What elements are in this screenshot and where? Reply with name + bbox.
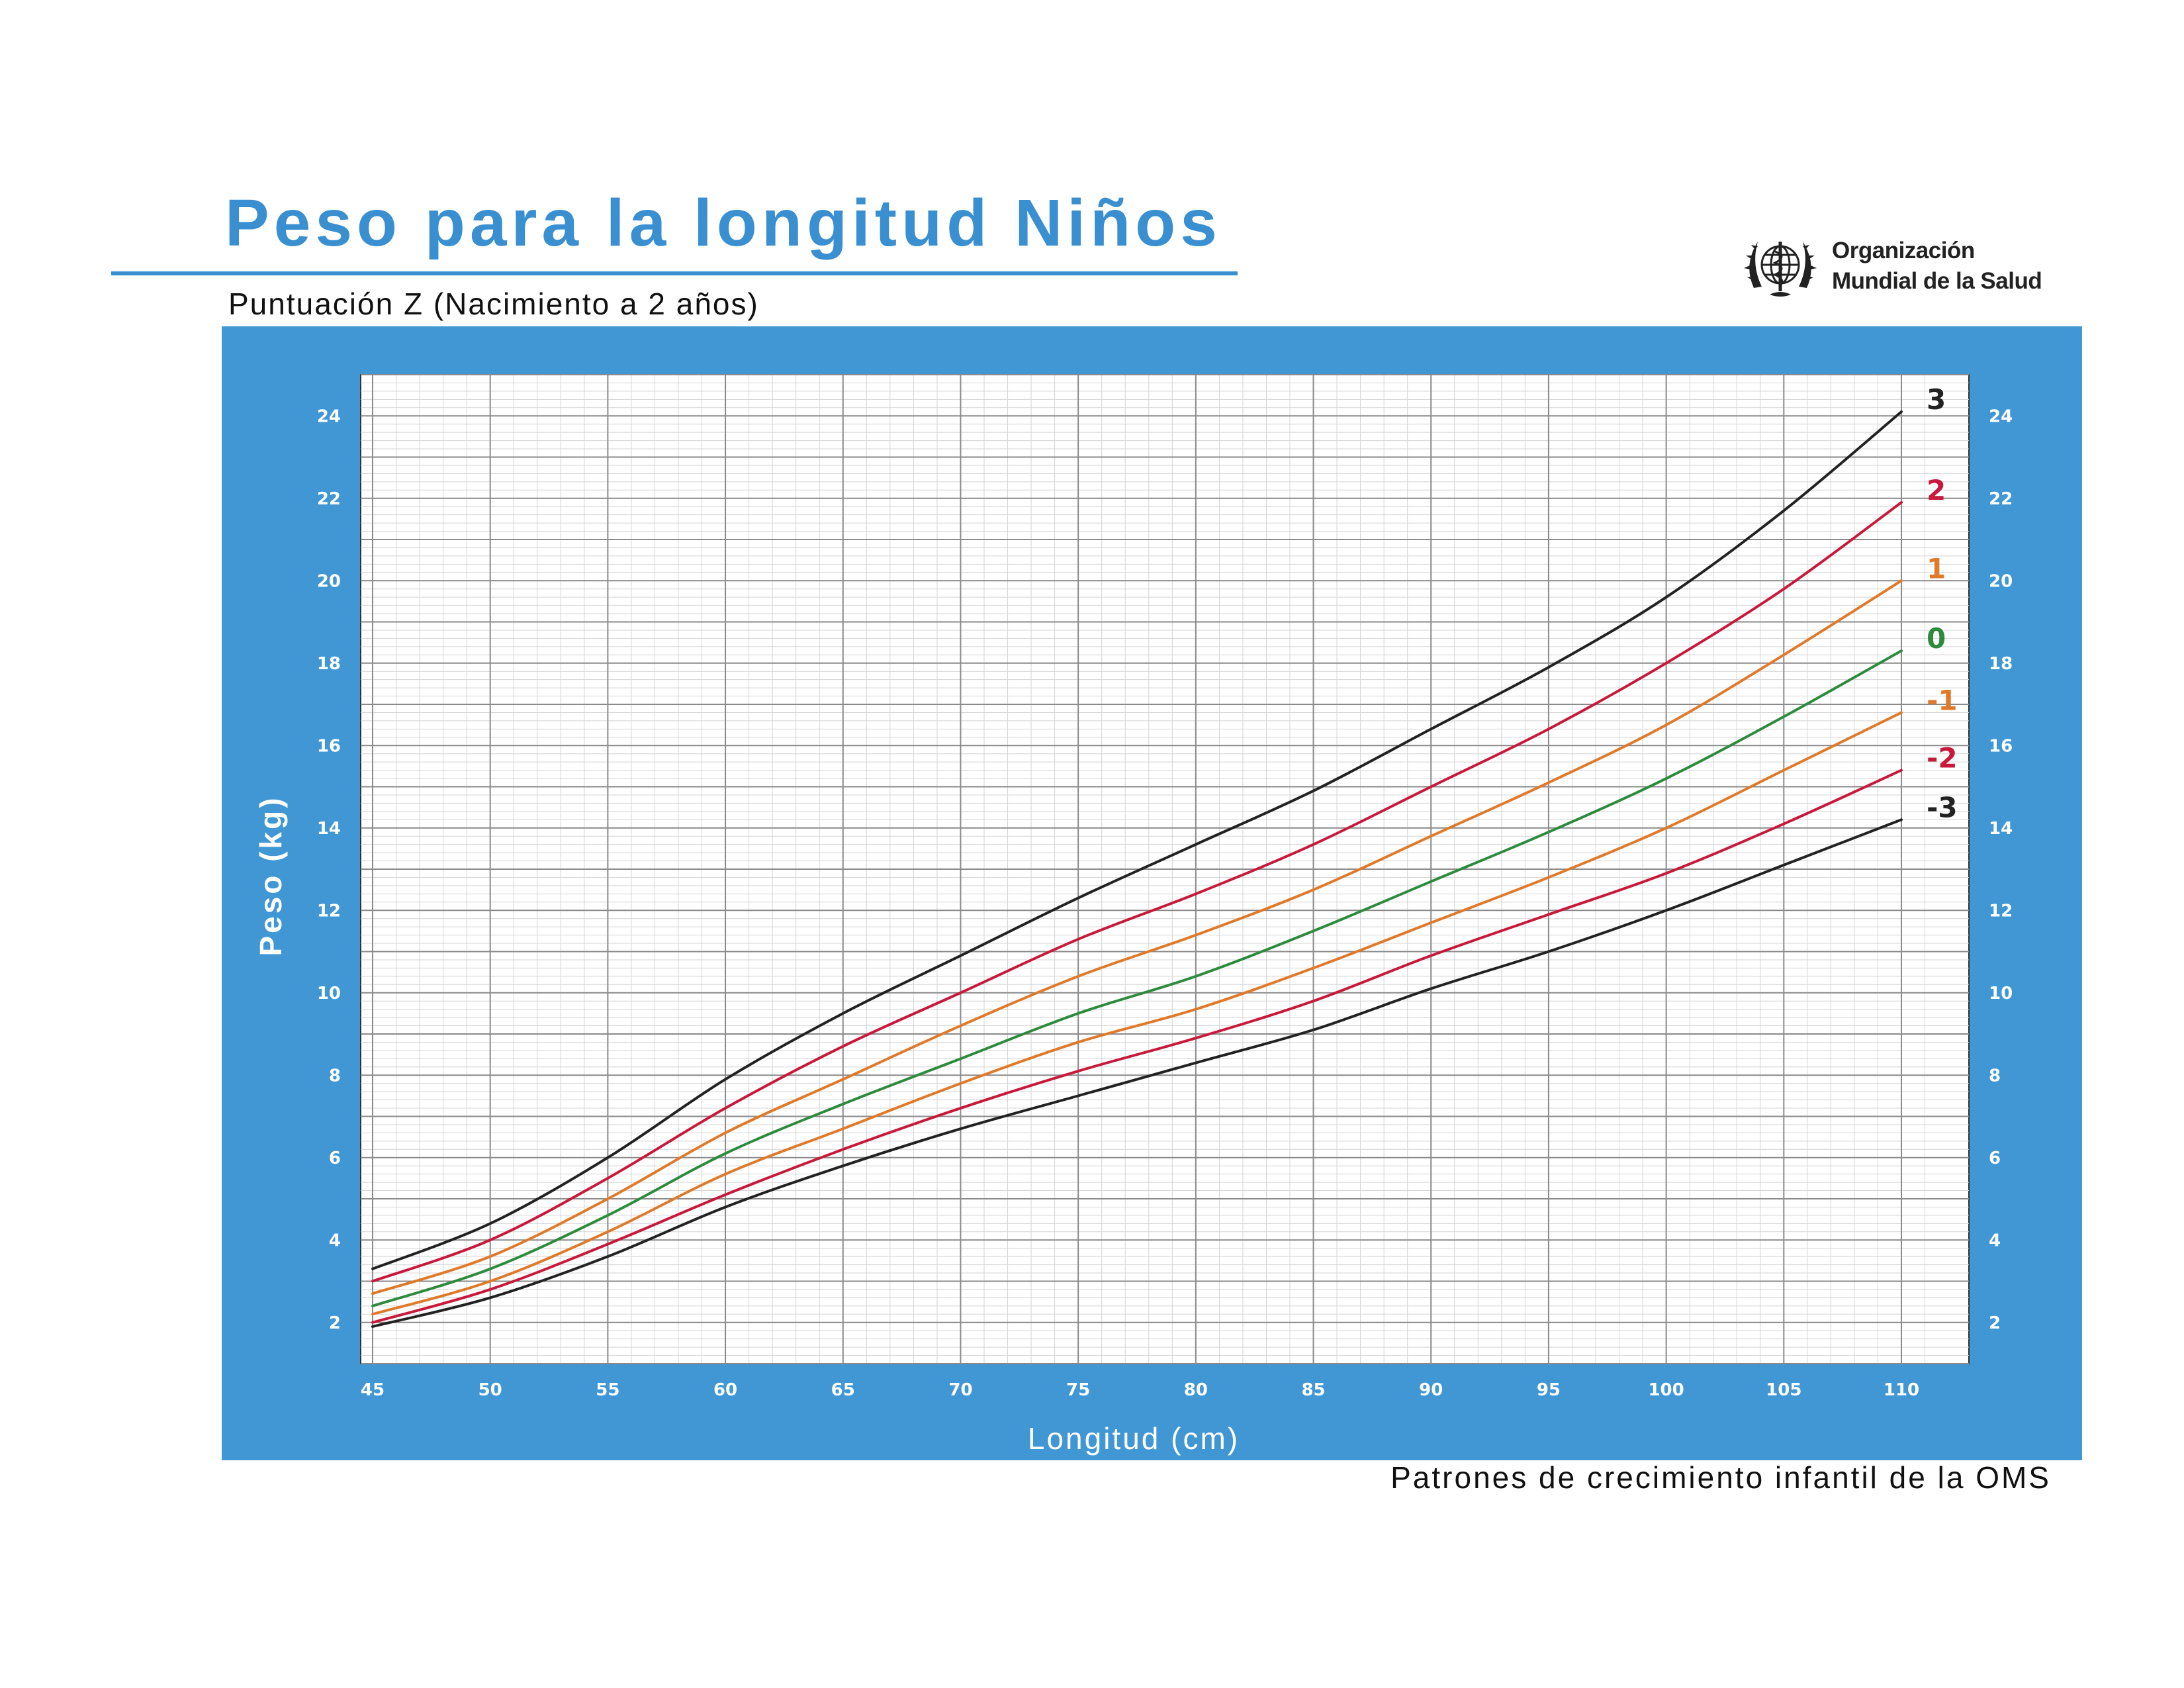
y-tick-label: 16 xyxy=(1989,736,2013,756)
x-tick-label: 85 xyxy=(1301,1380,1325,1400)
y-tick-label: 4 xyxy=(329,1231,341,1250)
x-tick-label: 60 xyxy=(713,1380,737,1400)
series-label-z-2: -2 xyxy=(1927,742,1958,774)
series-line-z0 xyxy=(371,649,1903,1307)
x-tick-label: 90 xyxy=(1419,1380,1443,1400)
page-subtitle: Puntuación Z (Nacimiento a 2 años) xyxy=(228,287,759,321)
y-tick-label: 18 xyxy=(1989,654,2013,674)
y-tick-label: 8 xyxy=(1989,1066,2001,1086)
y-tick-label: 10 xyxy=(1989,984,2013,1004)
series-label-z1: 1 xyxy=(1927,552,1946,585)
org-name-line2: Mundial de la Salud xyxy=(1832,268,2042,294)
series-label-z-1: -1 xyxy=(1927,684,1958,716)
x-axis-title: Longitud (cm) xyxy=(1028,1421,1240,1456)
series-label-z3: 3 xyxy=(1927,383,1946,416)
y-tick-label: 20 xyxy=(317,571,341,591)
title-underline xyxy=(111,271,1238,275)
y-axis-title: Peso (kg) xyxy=(253,795,288,956)
y-tick-label: 6 xyxy=(329,1149,341,1168)
x-axis-ticks: 45 50 55 60 65 70 75 80 85 90 95 100 105 110 xyxy=(361,1380,1919,1400)
x-tick-label: 45 xyxy=(361,1380,385,1400)
x-tick-label: 50 xyxy=(478,1380,502,1400)
x-tick-label: 105 xyxy=(1766,1380,1801,1400)
y-tick-label: 18 xyxy=(317,654,341,674)
y-tick-label: 22 xyxy=(317,489,341,509)
who-org-name: Organización Mundial de la Salud xyxy=(1832,236,2042,297)
grid-major xyxy=(361,374,1969,1364)
x-tick-label: 100 xyxy=(1648,1380,1684,1400)
series-line-z-2 xyxy=(371,769,1903,1324)
y-tick-label: 4 xyxy=(1989,1231,2001,1250)
y-tick-label: 22 xyxy=(1989,489,2013,509)
y-tick-label: 14 xyxy=(317,819,341,839)
series-label-z0: 0 xyxy=(1927,622,1946,655)
x-tick-label: 70 xyxy=(948,1380,972,1400)
series-lines xyxy=(371,410,1903,1328)
source-note: Patrones de crecimiento infantil de la O… xyxy=(1390,1460,2051,1495)
series-line-z3 xyxy=(371,410,1903,1270)
series-line-z-3 xyxy=(371,818,1903,1328)
series-line-z2 xyxy=(371,500,1903,1283)
who-emblem-icon xyxy=(1744,242,1817,297)
x-tick-label: 110 xyxy=(1884,1380,1919,1400)
y-tick-label: 2 xyxy=(1989,1313,2001,1333)
y-tick-label: 24 xyxy=(317,406,341,426)
series-line-z-1 xyxy=(371,711,1903,1316)
chart-panel: 45 50 55 60 65 70 75 80 85 90 95 100 105 110 2 4 6 8 10 12… xyxy=(222,326,2082,1460)
y-tick-label: 16 xyxy=(317,736,341,756)
series-label-z2: 2 xyxy=(1927,474,1946,506)
y-tick-label: 14 xyxy=(1989,819,2013,839)
growth-chart: 45 50 55 60 65 70 75 80 85 90 95 100 105 110 24681012… xyxy=(253,374,2013,1456)
series-label-z-3: -3 xyxy=(1927,791,1958,823)
x-tick-label: 55 xyxy=(596,1380,619,1400)
y-tick-label: 8 xyxy=(329,1066,341,1086)
series-line-z1 xyxy=(371,579,1903,1295)
x-tick-label: 80 xyxy=(1184,1380,1208,1400)
zscore-labels: 3 2 1 0 -1 -2 -3 xyxy=(1927,383,1958,823)
x-tick-label: 65 xyxy=(831,1380,855,1400)
page-title: Peso para la longitud Niños xyxy=(225,186,1222,260)
x-tick-label: 95 xyxy=(1537,1380,1561,1400)
x-tick-label: 75 xyxy=(1066,1380,1090,1400)
y-tick-label: 24 xyxy=(1989,406,2013,426)
y-tick-label: 12 xyxy=(317,901,341,921)
org-name-line1: Organización xyxy=(1832,238,1975,263)
y-tick-label: 12 xyxy=(1989,901,2013,921)
y-tick-label: 2 xyxy=(329,1313,341,1333)
y-tick-label: 20 xyxy=(1989,571,2013,591)
y-tick-label: 10 xyxy=(317,984,341,1004)
y-tick-label: 6 xyxy=(1989,1149,2001,1168)
